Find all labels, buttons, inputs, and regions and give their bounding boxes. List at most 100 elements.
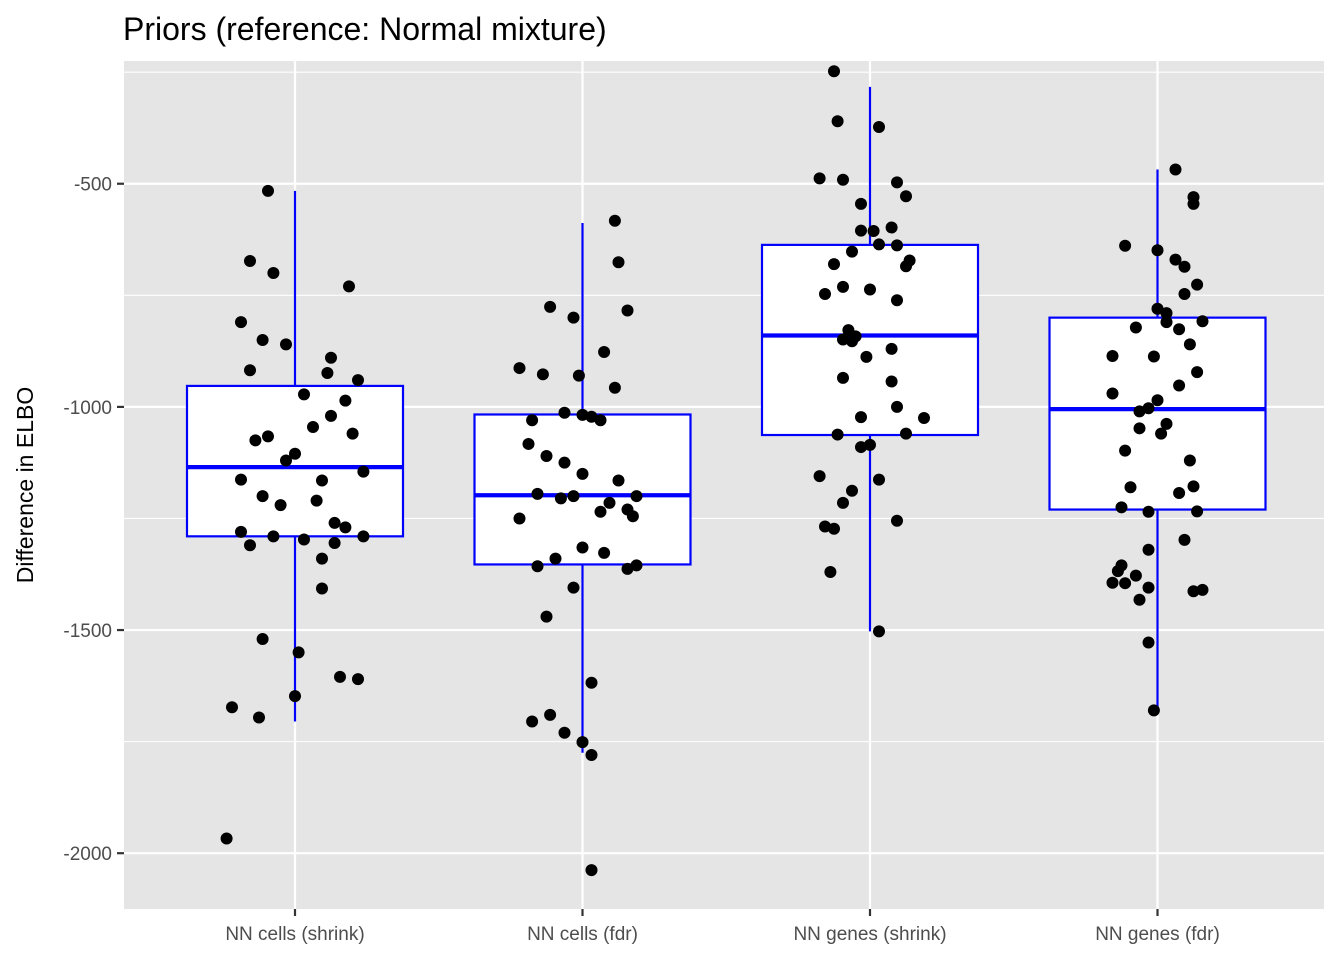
data-point <box>873 625 885 638</box>
data-point <box>549 552 562 565</box>
x-tick-label: NN genes (shrink) <box>793 924 946 945</box>
data-point <box>828 258 840 271</box>
data-point <box>598 345 611 358</box>
data-point <box>325 409 337 422</box>
data-point <box>526 414 539 427</box>
data-point <box>891 400 903 413</box>
y-axis-title: Difference in ELBO <box>12 387 38 583</box>
data-point <box>828 65 840 78</box>
data-point <box>262 184 274 197</box>
box <box>185 384 405 538</box>
data-point <box>603 496 616 509</box>
data-point <box>900 190 912 203</box>
data-point <box>1142 581 1155 594</box>
data-point <box>576 408 589 421</box>
data-point <box>220 832 233 845</box>
data-point <box>357 465 370 478</box>
data-point <box>1133 422 1146 435</box>
data-point <box>567 490 580 503</box>
data-point <box>831 115 844 128</box>
data-point <box>307 420 319 433</box>
data-point <box>531 560 544 573</box>
data-point <box>343 280 355 293</box>
data-point <box>864 283 876 296</box>
data-point <box>576 467 589 480</box>
data-point <box>608 381 621 394</box>
data-point <box>1124 481 1137 494</box>
data-point <box>292 646 305 659</box>
data-point <box>1142 402 1155 415</box>
data-point <box>612 474 625 487</box>
data-point <box>900 427 912 440</box>
box <box>473 413 692 566</box>
data-point <box>855 197 867 210</box>
data-point <box>1111 565 1124 578</box>
data-point <box>630 559 643 572</box>
data-point <box>819 287 831 300</box>
data-point <box>267 530 280 543</box>
data-point <box>1142 636 1155 649</box>
data-point <box>598 546 611 559</box>
data-point <box>256 490 269 503</box>
data-point <box>873 238 885 251</box>
data-point <box>813 172 826 185</box>
data-point <box>253 711 265 724</box>
data-point <box>513 512 526 525</box>
data-point <box>298 388 310 401</box>
data-point <box>1155 427 1168 440</box>
data-point <box>321 366 334 379</box>
data-point <box>885 342 898 355</box>
y-tick-label: -1500 <box>63 621 112 642</box>
data-point <box>1106 576 1119 589</box>
data-point <box>864 438 876 451</box>
data-point <box>280 338 292 351</box>
data-point <box>903 254 916 267</box>
data-point <box>918 412 930 425</box>
data-point <box>1151 302 1164 315</box>
data-point <box>526 715 539 728</box>
data-point <box>558 456 571 469</box>
data-point <box>1187 480 1200 493</box>
chart-title: Priors (reference: Normal mixture) <box>123 11 607 47</box>
data-point <box>576 736 589 749</box>
data-point <box>339 521 352 534</box>
data-point <box>1106 387 1119 400</box>
data-point <box>855 411 867 424</box>
data-point <box>585 676 598 689</box>
data-point <box>1187 585 1200 598</box>
data-point <box>274 499 287 512</box>
boxes <box>185 86 1267 753</box>
data-point <box>352 673 364 686</box>
y-tick-label: -2000 <box>63 844 112 865</box>
data-point <box>1147 704 1160 717</box>
data-point <box>289 690 301 703</box>
data-point <box>1191 278 1204 291</box>
data-point <box>860 350 873 363</box>
data-point <box>513 362 526 375</box>
data-point <box>1169 253 1182 266</box>
data-point <box>837 333 849 346</box>
data-point <box>626 510 639 523</box>
data-point <box>819 520 831 533</box>
data-point <box>885 375 898 388</box>
data-point <box>1142 543 1155 556</box>
data-point <box>1187 197 1200 210</box>
x-tick-label: NN genes (fdr) <box>1095 924 1220 945</box>
data-point <box>567 311 580 324</box>
data-point <box>244 364 256 377</box>
data-point <box>1133 593 1146 606</box>
data-point <box>585 410 598 423</box>
data-point <box>267 267 280 279</box>
data-point <box>298 533 310 546</box>
data-point <box>1160 417 1173 430</box>
data-point <box>1160 316 1173 329</box>
data-point <box>891 239 903 252</box>
data-point <box>1106 350 1119 363</box>
data-point <box>608 214 621 227</box>
data-point <box>334 670 346 683</box>
data-point <box>846 335 858 348</box>
data-point <box>891 294 903 307</box>
data-point <box>244 254 256 267</box>
data-point <box>1178 260 1191 273</box>
